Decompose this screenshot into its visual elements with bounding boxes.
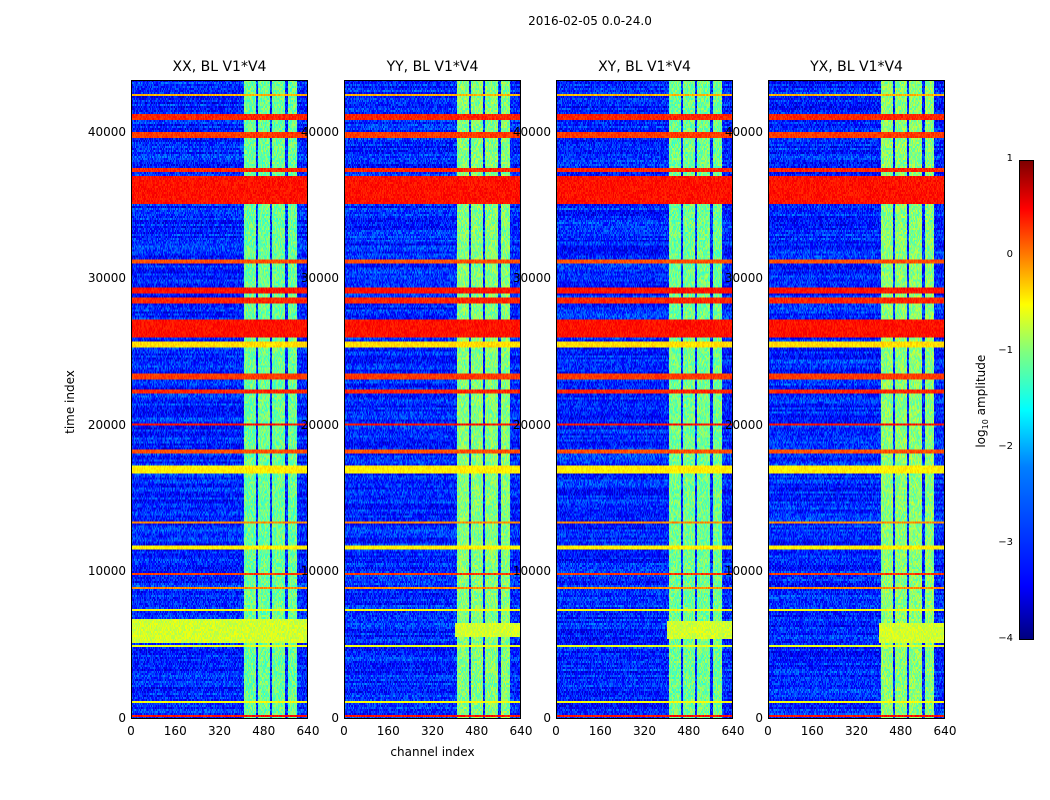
- x-tick-label: 160: [800, 724, 824, 738]
- x-tick-label: 160: [588, 724, 612, 738]
- x-tick-label: 640: [509, 724, 533, 738]
- y-tick-label: 10000: [87, 564, 126, 579]
- panel-title: YX, BL V1*V4: [810, 59, 903, 75]
- x-tick-label: 480: [677, 724, 701, 738]
- y-tick-label: 10000: [300, 564, 339, 579]
- y-tick-label: 40000: [300, 124, 339, 139]
- y-tick-label: 10000: [512, 564, 551, 579]
- panel-title: XX, BL V1*V4: [172, 59, 267, 75]
- x-tick-label: 160: [163, 724, 187, 738]
- x-tick-label: 0: [127, 724, 135, 738]
- heatmap-1: [344, 80, 521, 719]
- x-axis-label: channel index: [390, 745, 475, 759]
- colorbar-tick-label: −4: [998, 633, 1013, 644]
- colorbar-tick-label: 1: [1006, 153, 1013, 164]
- x-tick-label: 160: [376, 724, 400, 738]
- heatmap-2: [556, 80, 733, 719]
- heatmap-3: [768, 80, 945, 719]
- x-tick-label: 320: [845, 724, 868, 738]
- y-tick-label: 40000: [87, 124, 126, 139]
- colorbar-tick-label: −2: [998, 441, 1013, 452]
- x-tick-label: 0: [764, 724, 772, 738]
- panel-title: XY, BL V1*V4: [598, 59, 691, 75]
- y-tick-label: 30000: [87, 271, 126, 286]
- y-tick-label: 40000: [512, 124, 551, 139]
- y-tick-label: 0: [543, 711, 551, 725]
- panel-title: YY, BL V1*V4: [386, 59, 479, 75]
- y-tick-label: 20000: [87, 417, 126, 432]
- x-tick-label: 640: [721, 724, 745, 738]
- colorbar: [1019, 160, 1034, 640]
- x-tick-label: 480: [889, 724, 913, 738]
- y-tick-label: 30000: [512, 271, 551, 286]
- y-tick-label: 20000: [512, 417, 551, 432]
- y-tick-label: 0: [755, 711, 763, 725]
- colorbar-label-sub: 10: [981, 419, 991, 430]
- y-tick-label: 10000: [724, 564, 763, 579]
- x-tick-label: 0: [552, 724, 560, 738]
- y-tick-label: 30000: [300, 271, 339, 286]
- colorbar-label-rest: amplitude: [973, 354, 988, 420]
- x-tick-label: 320: [633, 724, 656, 738]
- x-tick-label: 0: [340, 724, 348, 738]
- y-tick-label: 40000: [724, 124, 763, 139]
- x-tick-label: 640: [296, 724, 320, 738]
- colorbar-label-base: log: [973, 429, 988, 448]
- colorbar-label: log10 amplitude: [974, 351, 990, 451]
- x-tick-label: 320: [421, 724, 444, 738]
- colorbar-tick-label: −1: [998, 345, 1013, 356]
- x-tick-label: 480: [252, 724, 276, 738]
- y-tick-label: 20000: [300, 417, 339, 432]
- colorbar-tick-label: −3: [998, 537, 1013, 548]
- colorbar-tick-label: 0: [1006, 249, 1013, 260]
- x-tick-label: 320: [208, 724, 231, 738]
- y-axis-label: time index: [63, 370, 77, 434]
- y-tick-label: 0: [118, 711, 126, 725]
- x-tick-label: 640: [933, 724, 957, 738]
- figure-title: 2016-02-05 0.0-24.0: [528, 14, 652, 28]
- x-tick-label: 480: [465, 724, 489, 738]
- y-tick-label: 20000: [724, 417, 763, 432]
- heatmap-0: [131, 80, 308, 719]
- y-tick-label: 30000: [724, 271, 763, 286]
- y-tick-label: 0: [331, 711, 339, 725]
